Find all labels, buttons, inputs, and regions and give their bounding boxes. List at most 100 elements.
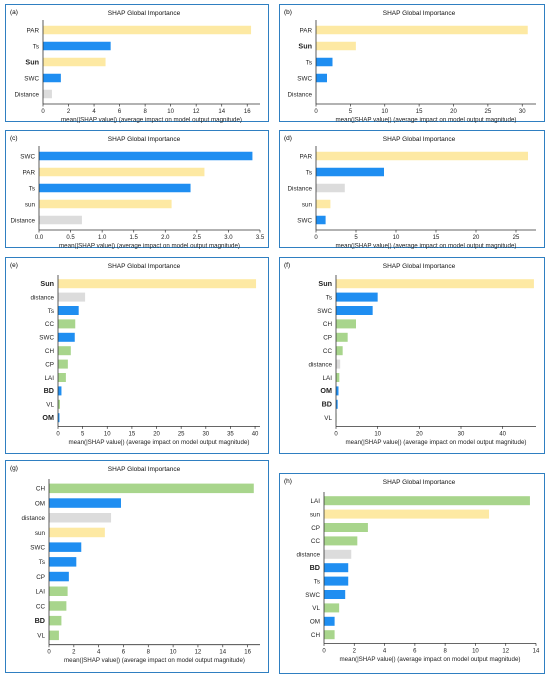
x-tick-label: 1.5 (130, 235, 139, 241)
chart-panel-b: (b) SHAP Global Importance PAR Sun Ts SWC Dist… (279, 4, 545, 123)
x-tick-label: 20 (416, 431, 423, 437)
x-axis-label: mean(|SHAP value|) (average impact on mo… (69, 439, 250, 446)
category-label: CP (311, 525, 320, 532)
bar-sun (39, 199, 172, 209)
x-tick-label: 10 (104, 431, 111, 437)
category-label: LAI (323, 375, 333, 382)
chart-title: SHAP Global Importance (108, 136, 181, 143)
x-tick-label: 35 (227, 431, 234, 437)
bar-swc (49, 542, 82, 552)
chart-svg: (a) SHAP Global Importance PAR Ts Sun SWC Dist… (10, 9, 260, 123)
x-tick-label: 0.0 (35, 235, 44, 241)
x-tick-label: 12 (193, 109, 200, 115)
chart-title: SHAP Global Importance (383, 10, 456, 17)
chart-panel-d: (d) SHAP Global Importance PAR Ts Distance su… (279, 130, 545, 249)
category-label: CP (45, 361, 54, 368)
x-tick-label: 30 (458, 431, 465, 437)
x-tick-label: 10 (374, 431, 381, 437)
category-label: distance (22, 515, 46, 522)
x-tick-label: 10 (393, 235, 400, 241)
bar-sun (316, 41, 356, 51)
panel-letter: (c) (10, 135, 18, 142)
x-tick-label: 5 (81, 431, 85, 437)
category-label: distance (297, 552, 321, 559)
category-label: Sun (318, 279, 332, 288)
bar-cc (49, 601, 67, 611)
panel-letter: (f) (284, 262, 290, 269)
x-tick-label: 6 (118, 109, 122, 115)
bar-ts (49, 557, 77, 567)
bar-lai (49, 586, 68, 596)
bar-ts (316, 57, 333, 67)
category-label: Ts (306, 169, 312, 176)
category-label: PAR (300, 153, 313, 160)
category-label: Ts (29, 185, 35, 192)
x-tick-label: 0 (334, 431, 338, 437)
x-tick-label: 14 (218, 109, 225, 115)
bar-bd (336, 399, 338, 409)
x-tick-label: 2 (353, 648, 357, 654)
chart-title: SHAP Global Importance (108, 10, 181, 17)
x-tick-label: 0 (47, 650, 51, 656)
x-tick-label: 20 (153, 431, 160, 437)
x-tick-label: 15 (433, 235, 440, 241)
x-tick-label: 8 (147, 650, 151, 656)
x-tick-label: 25 (178, 431, 185, 437)
category-label: VL (37, 633, 45, 640)
x-tick-label: 10 (167, 109, 174, 115)
chart-title: SHAP Global Importance (383, 479, 456, 486)
bar-swc (336, 306, 373, 315)
x-tick-label: 16 (244, 109, 251, 115)
chart-panel-h: (h) SHAP Global Importance LAI sun CP CC dista… (279, 473, 545, 674)
category-label: OM (320, 386, 332, 395)
bar-par (316, 151, 528, 161)
category-label: BD (322, 400, 332, 409)
bar-distance (39, 215, 82, 225)
x-tick-label: 3.0 (224, 235, 233, 241)
category-label: sun (25, 201, 36, 208)
x-tick-label: 0 (314, 235, 318, 241)
category-label: SWC (20, 153, 35, 160)
bar-distance (336, 359, 341, 369)
x-tick-label: 4 (97, 650, 101, 656)
category-label: VL (324, 415, 332, 422)
category-label: CC (45, 321, 55, 328)
chart-title: SHAP Global Importance (108, 466, 181, 473)
bar-vl (49, 630, 59, 641)
bar-om (58, 413, 60, 423)
chart-panel-g: (g) SHAP Global Importance CH OM distance sun… (5, 460, 269, 673)
category-label: CH (323, 321, 333, 328)
category-label: CH (45, 348, 55, 355)
x-tick-label: 3.5 (256, 235, 265, 241)
category-label: Ts (306, 59, 312, 66)
bar-lai (58, 373, 66, 382)
category-label: CC (323, 348, 333, 355)
category-label: LAI (311, 498, 321, 505)
x-tick-label: 5 (349, 109, 353, 115)
bar-ts (336, 292, 378, 302)
bar-sun (43, 57, 106, 67)
panel-letter: (b) (284, 9, 292, 16)
category-label: Sun (40, 279, 54, 288)
category-label: BD (44, 386, 54, 395)
bar-ts (43, 41, 111, 51)
chart-title: SHAP Global Importance (108, 263, 181, 270)
bar-sun (58, 279, 257, 289)
x-tick-label: 0 (314, 109, 318, 115)
category-label: CP (323, 335, 332, 342)
category-label: PAR (27, 27, 40, 34)
category-label: SWC (297, 75, 312, 82)
bar-swc (43, 73, 61, 83)
category-label: CP (36, 574, 45, 581)
category-label: Ts (33, 43, 39, 50)
x-tick-label: 20 (450, 109, 457, 115)
x-tick-label: 0 (322, 648, 326, 654)
x-tick-label: 12 (502, 648, 509, 654)
category-label: Sun (25, 57, 39, 66)
chart-title: SHAP Global Importance (383, 136, 456, 143)
category-label: SWC (305, 592, 320, 599)
x-tick-label: 2 (72, 650, 76, 656)
panel-letter: (e) (10, 262, 18, 269)
x-tick-label: 20 (473, 235, 480, 241)
bar-sun (49, 527, 105, 538)
